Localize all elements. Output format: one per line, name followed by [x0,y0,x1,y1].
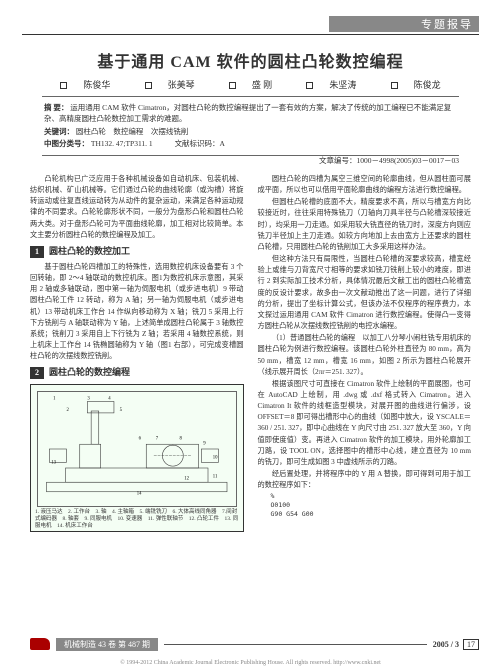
svg-text:10: 10 [213,456,218,461]
svg-text:6: 6 [139,437,142,442]
section-1-title: 圆柱凸轮的数控加工 [49,245,130,259]
para-r1: 圆柱凸轮的四槽为属空三维空间的轮廓曲线，但从圆柱面可展成平面，所以也可以借用平面… [258,174,472,196]
svg-text:3: 3 [87,397,90,402]
svg-text:11: 11 [213,475,218,480]
author-4: 朱坚涛 [329,80,356,90]
article-title: 基于通用 CAM 软件的圆柱凸轮数控编程 [0,48,501,72]
figure-1: 12 34 56 78 910 1112 1314 1. 液压马达 2. 工作台… [30,384,244,532]
author-3: 盛 刚 [252,80,272,90]
abstract-text: 运用通用 CAM 软件 Cimatron，对圆柱凸轮的数控编程提出了一套有效的方… [44,103,451,123]
svg-text:5: 5 [120,408,123,413]
header-category: 专题报导 [421,16,473,32]
section-1-head: 1 圆柱凸轮的数控加工 [30,245,244,259]
author-2: 张美琴 [168,80,195,90]
section-1-para: 基于圆柱凸轮四槽加工的特殊性，选用数控机床设备要有 3 个回转轴，即 2～4 轴… [30,262,244,362]
footer: 机械制造 43 卷 第 487 期 2005 / 3 17 [30,637,479,651]
abstract-box: 摘 要： 运用通用 CAM 软件 Cimatron，对圆柱凸轮的数控编程提出了一… [42,96,459,156]
meta-row: 文章编号：1000－4998(2005)03－0017－03 [42,155,459,166]
abstract-label: 摘 要： [44,103,68,112]
keywords-text: 圆柱凸轮 数控编程 次摆线铣削 [76,127,189,136]
section-2-num: 2 [30,367,44,379]
svg-text:1: 1 [53,397,56,402]
section-1-num: 1 [30,246,44,258]
footer-year: 2005 / 3 [433,640,459,649]
para-r2: 但圆柱凸轮槽的底面不大，精度要求不高，所以与槽宽方向比较接近时，往往采用特殊铣刀… [258,197,472,253]
copyright-line: © 1994-2012 China Academic Journal Elect… [0,660,501,666]
footer-logo-icon [30,638,50,650]
svg-text:7: 7 [156,437,159,442]
section-2-head: 2 圆柱凸轮的数控编程 [30,366,244,380]
figure-1-diagram: 12 34 56 78 910 1112 1314 [38,392,236,506]
para-r6: 经后置处理，并将程序中的 Y 用 A 替换，即可得到可用于加工的数控程序如下： [258,469,472,491]
svg-text:4: 4 [108,397,111,402]
author-list: 陈俊华 张美琴 盛 刚 朱坚涛 陈俊龙 [0,78,501,91]
author-1: 陈俊华 [83,80,110,90]
footer-page: 17 [463,639,479,650]
section-2-title: 圆柱凸轮的数控编程 [49,366,130,380]
clc-label: 中图分类号： [44,139,89,148]
figure-1-caption: 1. 液压马达 2. 工作台 3. 轴 4. 主轴箱 5. 端铣铣刀 6. 大体… [35,509,239,529]
clc-text: TH132. 47;TP311. 1 [91,139,153,148]
svg-text:13: 13 [51,460,56,465]
svg-text:12: 12 [184,477,189,482]
footer-journal: 机械制造 43 卷 第 487 期 [56,638,158,651]
para-r3: 但这种方法只有局限性，当圆柱凸轮槽的深要求较高，槽宽经验上或维与刀背宽尺寸相等的… [258,254,472,332]
header-rule [22,34,479,35]
doccode: 文献标识码：A [175,139,225,148]
svg-text:2: 2 [66,408,69,413]
para-intro: 凸轮机构已广泛应用于各种机械设备如自动机床、包装机械、纺织机械、矿山机械等。它们… [30,174,244,241]
footer-rule [164,644,427,645]
para-r4: （1）普通圆柱凸轮的编程 以加工八分琴小闹柱铣专用机床的圆柱凸轮为例进行数控编程… [258,333,472,378]
article-number: 文章编号：1000－4998(2005)03－0017－03 [319,155,459,166]
nc-code: % O0100 G90 G54 G00 [271,492,472,518]
para-r5: 根据该图尺寸可直接在 Cimatron 软件上绘制的平面展图，也可在 AutoC… [258,379,472,468]
author-5: 陈俊龙 [414,80,441,90]
svg-text:9: 9 [203,441,206,446]
svg-text:14: 14 [137,492,142,497]
svg-text:8: 8 [180,437,183,442]
body-columns: 凸轮机构已广泛应用于各种机械设备如自动机床、包装机械、纺织机械、矿山机械等。它们… [30,174,471,629]
header-category-bar: 专题报导 [329,16,479,32]
keywords-label: 关键词： [44,127,74,136]
